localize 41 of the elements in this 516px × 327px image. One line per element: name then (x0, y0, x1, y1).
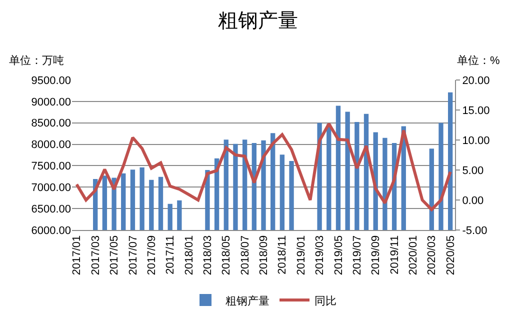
x-tick-label: 2019/11 (388, 235, 401, 274)
chart-title: 粗钢产量 (218, 10, 298, 32)
x-tick-label: 2018/07 (239, 235, 252, 276)
y-tick-label: 9500.00 (31, 74, 71, 87)
y-tick-label: 9000.00 (31, 96, 71, 108)
y-axis-title: 单位：万吨 (9, 54, 64, 67)
y2-tick-label: 15.00 (462, 104, 490, 117)
line-series (75, 122, 452, 212)
x-tick-label: 2020/03 (426, 235, 438, 276)
y-tick-label: 7000.00 (31, 182, 71, 194)
x-tick-label: 2019/09 (370, 235, 382, 276)
x-tick-label: 2017/07 (127, 235, 140, 276)
x-tick-label: 2017/05 (108, 235, 121, 276)
y2-tick-label: 0.00 (462, 194, 484, 207)
x-tick-label: 2017/09 (146, 235, 158, 276)
x-tick-label: 2020/05 (444, 235, 457, 276)
x-tick-label: 2017/01 (71, 235, 84, 276)
y2-tick-label: -5.00 (462, 224, 488, 237)
legend-label: 同比 (314, 294, 336, 308)
y2-tick-label: 5.00 (462, 164, 484, 177)
x-tick-label: 2019/07 (351, 235, 364, 276)
y-tick-label: 6000.00 (31, 224, 71, 237)
x-tick-label: 2017/03 (90, 235, 102, 276)
x-tick-label: 2018/09 (258, 235, 270, 276)
x-tick-label: 2019/01 (295, 235, 308, 276)
x-tick-label: 2017/11 (164, 235, 177, 274)
x-tick-label: 2018/05 (220, 235, 233, 276)
x-tick-label: 2018/01 (183, 235, 196, 276)
x-tick-label: 2019/05 (332, 235, 345, 276)
y-tick-label: 7500.00 (31, 160, 71, 173)
x-tick-label: 2018/11 (276, 235, 289, 274)
y-tick-label: 6500.00 (31, 203, 71, 216)
x-tick-label: 2020/01 (408, 235, 420, 276)
y2-tick-label: 20.00 (462, 74, 490, 87)
y2-axis-title: 单位：% (457, 54, 500, 67)
x-tick-label: 2018/03 (202, 235, 214, 276)
y2-tick-label: 10.00 (462, 134, 490, 147)
x-tick-label: 2019/03 (314, 235, 326, 276)
y-tick-label: 8000.00 (31, 139, 71, 152)
legend-label: 粗钢产量 (226, 294, 270, 308)
y-tick-label: 8500.00 (31, 118, 71, 130)
